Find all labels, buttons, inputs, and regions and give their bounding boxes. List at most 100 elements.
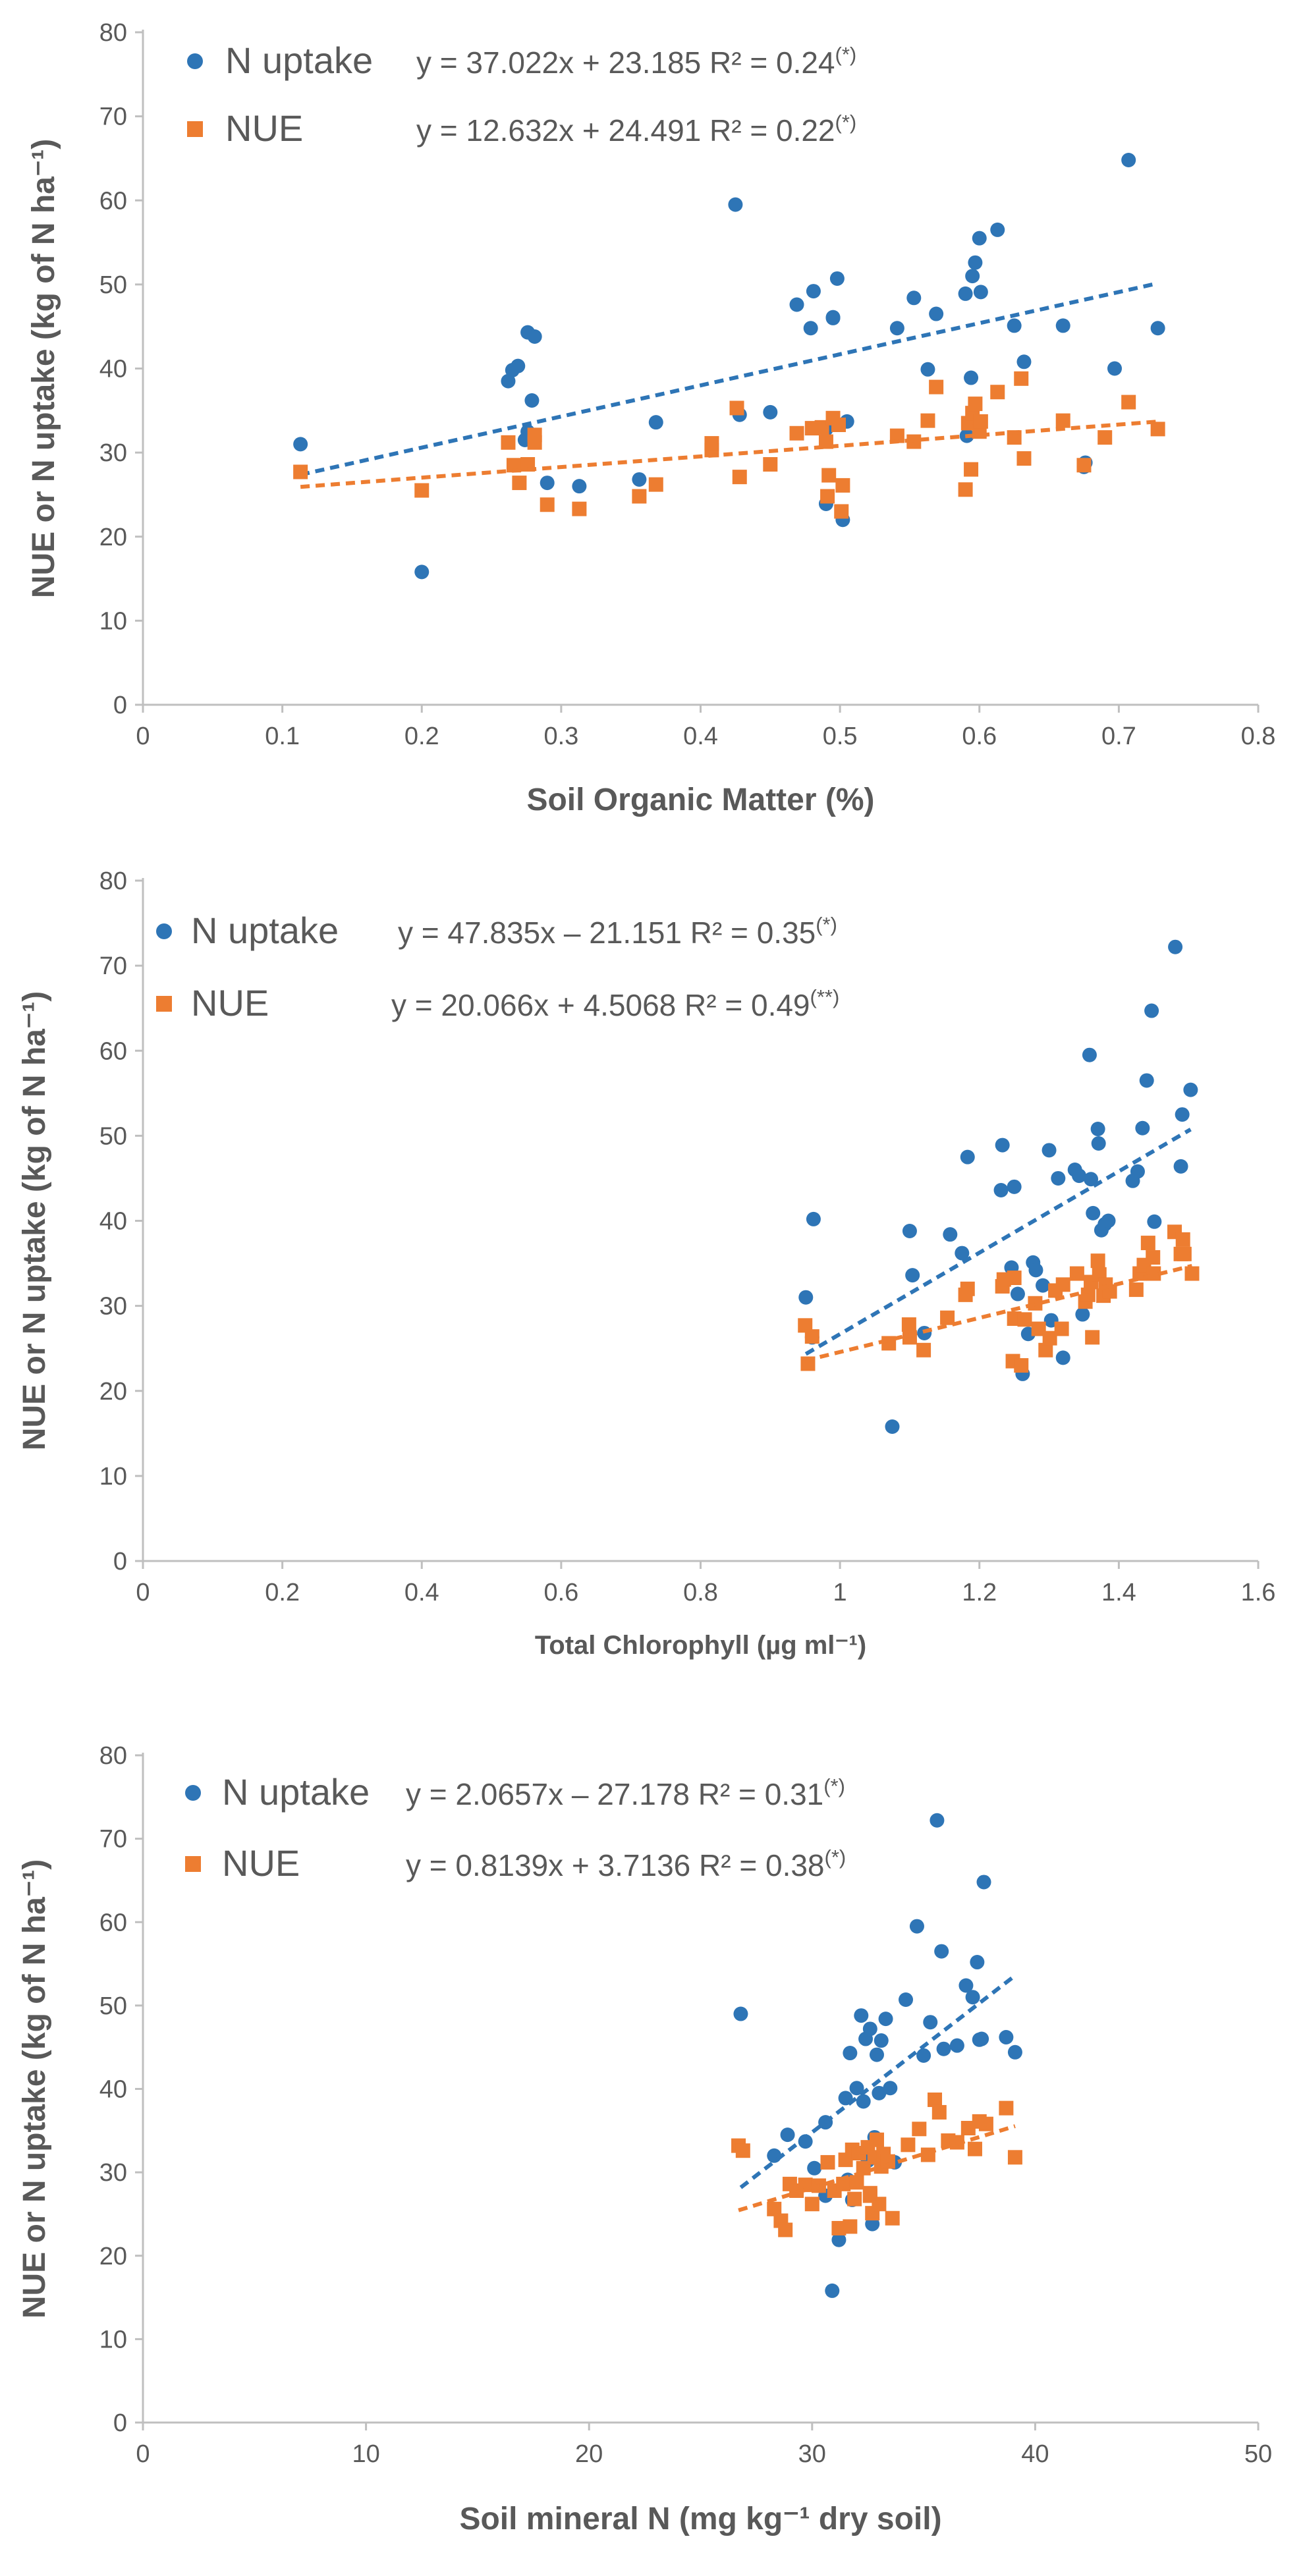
nue-point <box>960 1281 975 1296</box>
nue-point <box>1007 1271 1022 1286</box>
nue-point <box>804 1329 819 1344</box>
n-uptake-point <box>1183 1082 1198 1097</box>
legend-marker-nue-icon <box>156 996 172 1012</box>
n-uptake-point <box>807 2160 822 2176</box>
nue-point <box>820 2154 835 2170</box>
n-uptake-point <box>968 255 983 270</box>
nue-point <box>990 385 1005 400</box>
n-uptake-point <box>1055 318 1070 333</box>
y-tick-label: 20 <box>99 524 127 551</box>
n-uptake-point <box>825 310 841 325</box>
x-tick-label: 0.3 <box>543 723 578 750</box>
trend-equation-nue: y = 12.632x + 24.491 R² = 0.22(*) <box>416 111 856 148</box>
legend-label-nue: NUE <box>222 1842 300 1884</box>
y-tick-label: 50 <box>99 271 127 299</box>
x-tick-label: 0.4 <box>404 1579 439 1606</box>
n-uptake-point <box>964 370 979 385</box>
n-uptake-point <box>524 393 540 408</box>
x-tick-label: 1.2 <box>962 1579 997 1606</box>
nue-point <box>843 2219 858 2234</box>
nue-point <box>501 435 516 450</box>
n-uptake-point <box>934 1944 949 1959</box>
nue-point <box>1175 1232 1190 1247</box>
n-uptake-point <box>789 297 804 312</box>
nue-point <box>1140 1236 1155 1251</box>
x-tick-label: 1.6 <box>1241 1579 1276 1606</box>
y-tick-label: 30 <box>99 1293 127 1321</box>
n-uptake-point <box>955 1246 970 1261</box>
n-uptake-point <box>1075 1307 1090 1322</box>
nue-point <box>778 2222 793 2237</box>
n-uptake-point <box>974 2031 989 2046</box>
n-uptake-point <box>1150 321 1165 336</box>
y-tick-label: 60 <box>99 187 127 215</box>
nue-point <box>512 476 527 491</box>
nue-point <box>889 428 904 443</box>
x-tick-label: 0 <box>136 2440 150 2468</box>
nue-point <box>931 2104 947 2120</box>
n-uptake-point <box>733 2006 748 2021</box>
n-uptake-point <box>909 1919 924 1934</box>
x-tick-label: 20 <box>575 2440 603 2468</box>
n-uptake-point <box>936 2041 951 2056</box>
y-tick-label: 40 <box>99 2076 127 2104</box>
y-tick-label: 50 <box>99 1992 127 2020</box>
n-uptake-point <box>973 285 988 300</box>
n-uptake-trendline <box>739 1974 1016 2189</box>
n-uptake-point <box>1082 1047 1097 1062</box>
y-tick-label: 60 <box>99 1037 127 1065</box>
nue-point <box>527 435 542 450</box>
nue-point <box>798 1318 813 1333</box>
nue-point <box>1007 2150 1022 2165</box>
y-tick-label: 50 <box>99 1122 127 1150</box>
n-uptake-point <box>976 1875 991 1890</box>
n-uptake-point <box>1041 1143 1057 1158</box>
n-uptake-point <box>843 2046 858 2061</box>
legend-label-n-uptake: N uptake <box>225 40 373 81</box>
n-uptake-point <box>885 1419 900 1434</box>
n-uptake-point <box>905 1268 920 1283</box>
nue-point <box>1028 1296 1043 1311</box>
n-uptake-point <box>632 472 647 487</box>
nue-point <box>1076 458 1092 473</box>
y-axis-title: NUE or N uptake (kg of N ha⁻¹) <box>17 991 52 1450</box>
y-tick-label: 30 <box>99 2159 127 2187</box>
x-tick-label: 1.4 <box>1101 1579 1136 1606</box>
y-tick-label: 20 <box>99 2243 127 2270</box>
nue-point <box>964 462 979 477</box>
n-uptake-point <box>1007 1179 1022 1194</box>
n-uptake-point <box>965 269 980 284</box>
nue-point <box>967 2141 982 2156</box>
n-uptake-point <box>1121 152 1136 167</box>
n-uptake-point <box>849 2081 864 2096</box>
nue-point <box>704 436 719 451</box>
nue-point <box>572 501 587 516</box>
nue-point <box>862 2185 877 2201</box>
y-tick-label: 40 <box>99 1208 127 1236</box>
y-tick-label: 10 <box>99 607 127 635</box>
n-uptake-point <box>920 362 935 377</box>
nue-point <box>1150 422 1165 437</box>
y-tick-label: 0 <box>113 692 127 719</box>
n-uptake-point <box>1016 354 1032 370</box>
n-uptake-point <box>806 284 821 299</box>
nue-point <box>1146 1250 1161 1265</box>
n-uptake-point <box>1051 1170 1066 1186</box>
nue-point <box>632 489 647 504</box>
x-tick-label: 0.8 <box>683 1579 718 1606</box>
legend-marker-nue-icon <box>187 121 203 137</box>
n-uptake-point <box>869 2047 884 2062</box>
legend-marker-n-uptake-icon <box>185 1785 201 1801</box>
nue-trendline <box>300 420 1158 489</box>
y-tick-label: 10 <box>99 2326 127 2353</box>
nue-point <box>540 497 555 512</box>
nue-point <box>1031 1321 1046 1336</box>
n-uptake-point <box>798 1290 814 1305</box>
y-tick-label: 70 <box>99 952 127 980</box>
n-uptake-point <box>1036 1278 1051 1293</box>
nue-point <box>1128 1282 1144 1298</box>
nue-point <box>999 2100 1014 2116</box>
y-tick-label: 10 <box>99 1463 127 1491</box>
nue-point <box>1042 1330 1057 1346</box>
x-tick-label: 0.2 <box>265 1579 300 1606</box>
